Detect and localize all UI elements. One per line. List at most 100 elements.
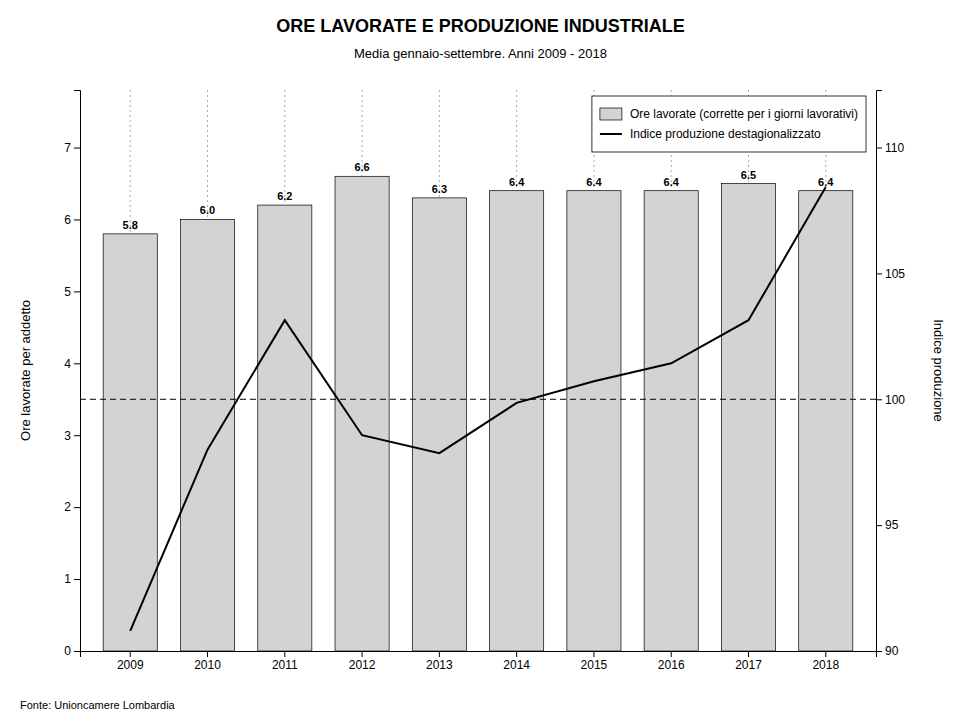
subtitle: Media gennaio-settembre. Anni 2009 - 201… [354, 46, 607, 61]
bar [335, 176, 389, 651]
data-label: 5.8 [123, 219, 138, 231]
tick-label: 2014 [503, 658, 530, 672]
data-label: 6.2 [277, 190, 292, 202]
tick-label: 2018 [812, 658, 839, 672]
tick: 2018 [812, 651, 839, 672]
tick-label: 6 [64, 213, 71, 227]
tick: 7 [64, 141, 80, 155]
tick-label: 2009 [117, 658, 144, 672]
tick-mark [207, 651, 208, 657]
tick: 2011 [272, 651, 298, 672]
tick-mark [74, 219, 80, 220]
y-axis-title: Ore lavorate per addetto [18, 300, 33, 441]
tick-label: 95 [885, 518, 899, 532]
tick: 2012 [349, 651, 376, 672]
reference-line [80, 399, 876, 400]
x-axis: 2009 2010 2011 2012 2013 2014 2015 2016 2017 2018 [81, 651, 877, 672]
tick: 2009 [117, 651, 144, 672]
tick-mark [748, 651, 749, 657]
bar [490, 191, 544, 651]
tick-mark [876, 525, 882, 526]
tick-label: 3 [64, 429, 71, 443]
tick-label: 2015 [581, 658, 608, 672]
tick-label: 2012 [349, 658, 376, 672]
tick-mark [74, 291, 80, 292]
tick-label: 5 [64, 285, 71, 299]
y2-axis: 90 95 100 105 110 [876, 91, 905, 659]
tick: 2014 [503, 651, 530, 672]
tick: 2015 [581, 651, 608, 672]
tick: 2017 [735, 651, 762, 672]
y2-axis-title: Indice produzione [931, 319, 946, 422]
tick-mark [671, 651, 672, 657]
tick-mark [284, 651, 285, 657]
tick-label: 90 [885, 644, 899, 658]
bar [799, 191, 853, 651]
tick: 5 [64, 285, 80, 299]
tick-label: 2017 [735, 658, 762, 672]
tick-mark [74, 579, 80, 580]
grid [130, 90, 826, 651]
tick-label: 1 [64, 572, 71, 586]
tick: 2016 [658, 651, 685, 672]
tick-mark [74, 363, 80, 364]
tick-mark [876, 148, 882, 149]
bar [721, 184, 775, 652]
tick-mark [516, 651, 517, 657]
tick: 105 [876, 267, 905, 281]
tick-mark [362, 651, 363, 657]
axis-line [81, 652, 877, 658]
data-label: 6.6 [354, 161, 369, 173]
data-label: 6.4 [818, 176, 834, 188]
bar [180, 219, 234, 651]
tick-mark [825, 651, 826, 657]
tick-mark [74, 507, 80, 508]
data-label: 6.0 [200, 204, 215, 216]
source: Fonte: Unioncamere Lombardia [20, 699, 176, 711]
legend-swatch [600, 133, 622, 135]
tick: 90 [876, 644, 899, 658]
data-label: 6.3 [432, 183, 447, 195]
tick-mark [130, 651, 131, 657]
legend-frame [592, 96, 866, 152]
legend-entry: Indice produzione destagionalizzato [630, 127, 821, 141]
tick: 6 [64, 213, 80, 227]
tick: 110 [876, 141, 904, 155]
tick: 1 [64, 572, 80, 586]
plot: 5.86.06.26.66.36.46.46.46.56.42009201020… [18, 90, 946, 672]
tick-label: 7 [64, 141, 71, 155]
tick-mark [74, 651, 80, 652]
tick-label: 4 [64, 357, 71, 371]
tick: 100 [876, 393, 905, 407]
data-label: 6.4 [586, 176, 602, 188]
data-label: 6.4 [664, 176, 680, 188]
tick: 95 [876, 518, 899, 532]
tick: 2010 [194, 651, 221, 672]
axis-line [74, 91, 81, 652]
tick-mark [74, 435, 80, 436]
data-label: 6.4 [509, 176, 525, 188]
tick-mark [876, 651, 882, 652]
tick-label: 2011 [272, 658, 298, 672]
legend-swatch [600, 108, 622, 120]
bar [258, 205, 312, 651]
tick-label: 2010 [194, 658, 221, 672]
tick: 2013 [426, 651, 453, 672]
bar-series [103, 176, 853, 651]
axis-line [877, 91, 883, 652]
title: ORE LAVORATE E PRODUZIONE INDUSTRIALE [276, 16, 684, 36]
tick-label: 100 [885, 393, 905, 407]
tick-label: 105 [885, 267, 905, 281]
chart: ORE LAVORATE E PRODUZIONE INDUSTRIALE Med… [0, 0, 961, 721]
bar [567, 191, 621, 651]
data-label: 6.5 [741, 169, 756, 181]
tick-label: 2013 [426, 658, 453, 672]
tick-mark [876, 273, 882, 274]
tick-mark [74, 148, 80, 149]
tick-mark [439, 651, 440, 657]
data-labels: 5.8 6.0 6.2 6.6 6.3 6.4 6.4 6.4 6.5 6.4 [123, 161, 835, 231]
tick: 3 [64, 429, 80, 443]
tick-label: 110 [885, 141, 904, 155]
tick-label: 2016 [658, 658, 685, 672]
tick: 4 [64, 357, 80, 371]
